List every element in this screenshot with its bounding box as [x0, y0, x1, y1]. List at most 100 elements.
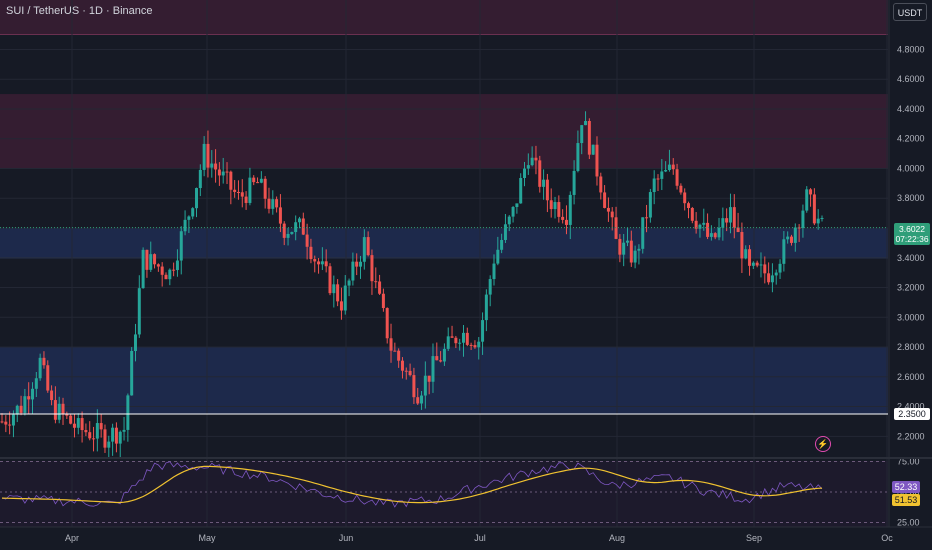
candle-body: [370, 255, 374, 282]
candle-body: [378, 281, 382, 294]
candle-body: [175, 260, 179, 271]
candle-body: [248, 177, 252, 203]
candle-body: [400, 360, 404, 371]
candle-body: [744, 249, 748, 259]
candle-body: [530, 157, 534, 166]
candle-body: [553, 202, 557, 210]
candle-body: [580, 125, 584, 144]
price-axis-label: 2.2000: [897, 431, 925, 441]
candle-body: [374, 281, 378, 283]
candle-body: [122, 429, 126, 432]
candle-body: [484, 294, 488, 321]
candle-body: [92, 438, 96, 440]
candle-body: [187, 216, 191, 220]
price-axis-label: 4.6000: [897, 74, 925, 84]
rsi-line: [1, 461, 823, 508]
candle-body: [80, 418, 84, 431]
candle-body: [774, 272, 778, 276]
candle-body: [23, 396, 27, 413]
price-axis-label: 4.0000: [897, 163, 925, 173]
candle-body: [751, 262, 755, 266]
candle-body: [606, 207, 610, 212]
candle-body: [76, 418, 80, 428]
candle-body: [610, 211, 614, 218]
currency-button[interactable]: USDT: [893, 3, 927, 21]
candle-body: [301, 218, 305, 235]
candle-body: [679, 185, 683, 193]
candle-body: [702, 222, 706, 225]
candle-body: [809, 189, 813, 195]
candle-body: [416, 397, 420, 404]
candle-body: [359, 261, 363, 267]
candle-body: [69, 415, 73, 424]
candle-body: [133, 334, 137, 351]
candle-body: [507, 216, 511, 225]
candle-body: [439, 360, 443, 362]
candle-body: [736, 227, 740, 233]
candle-body: [641, 217, 645, 249]
candle-body: [698, 224, 702, 229]
candle-body: [572, 170, 576, 195]
candle-body: [95, 423, 99, 439]
candle-body: [4, 421, 8, 425]
candle-body: [660, 171, 664, 179]
candle-body: [305, 234, 309, 247]
price-axis-label: 2.6000: [897, 372, 925, 382]
level-price-tag: 2.3500: [894, 408, 930, 420]
candle-body: [786, 236, 790, 240]
time-axis-label: Jul: [474, 533, 486, 543]
candle-body: [389, 338, 393, 351]
price-axis-label: 2.4000: [897, 402, 925, 412]
candle-body: [271, 199, 275, 209]
candle-body: [27, 396, 31, 400]
candle-body: [114, 427, 118, 444]
candle-body: [816, 218, 820, 224]
candle-body: [713, 233, 717, 238]
bar-countdown: 07:22:36: [895, 234, 929, 244]
candle-body: [233, 189, 237, 192]
candle-body: [217, 169, 221, 176]
candle-body: [198, 169, 202, 189]
lightning-icon[interactable]: ⚡: [815, 436, 831, 452]
rsi-pane-background: [0, 461, 888, 527]
candle-body: [107, 441, 111, 448]
candle-body: [240, 192, 244, 197]
candle-body: [130, 350, 134, 396]
candle-body: [500, 239, 504, 250]
candle-body: [473, 345, 477, 348]
candle-body: [294, 222, 298, 233]
candle-body: [229, 171, 233, 190]
time-axis-label: Apr: [65, 533, 79, 543]
candle-body: [492, 263, 496, 280]
time-axis-label: Oc: [881, 533, 893, 543]
candle-body: [652, 178, 656, 193]
candle-body: [31, 388, 35, 400]
candle-body: [717, 227, 721, 238]
current-price-tag: 3.6022 07:22:36: [894, 223, 930, 245]
candle-body: [11, 414, 15, 426]
candle-body: [256, 182, 260, 184]
candle-body: [461, 332, 465, 343]
candle-body: [431, 356, 435, 382]
candle-body: [767, 273, 771, 283]
candle-body: [622, 242, 626, 255]
candle-body: [214, 163, 218, 170]
candle-body: [603, 192, 607, 208]
candle-body: [15, 405, 19, 415]
candle-body: [725, 218, 729, 223]
candle-body: [19, 405, 23, 413]
candle-body: [420, 395, 424, 404]
candle-body: [111, 427, 115, 442]
candle-body: [477, 341, 481, 348]
candle-body: [599, 176, 603, 193]
candle-body: [625, 240, 629, 243]
candle-body: [336, 284, 340, 302]
candle-body: [465, 332, 469, 345]
candle-body: [687, 203, 691, 209]
rsi-value-tag: 52.33: [892, 481, 920, 494]
candle-body: [347, 280, 351, 286]
candle-body: [381, 293, 385, 309]
candle-body: [172, 269, 176, 271]
candle-body: [458, 342, 462, 344]
